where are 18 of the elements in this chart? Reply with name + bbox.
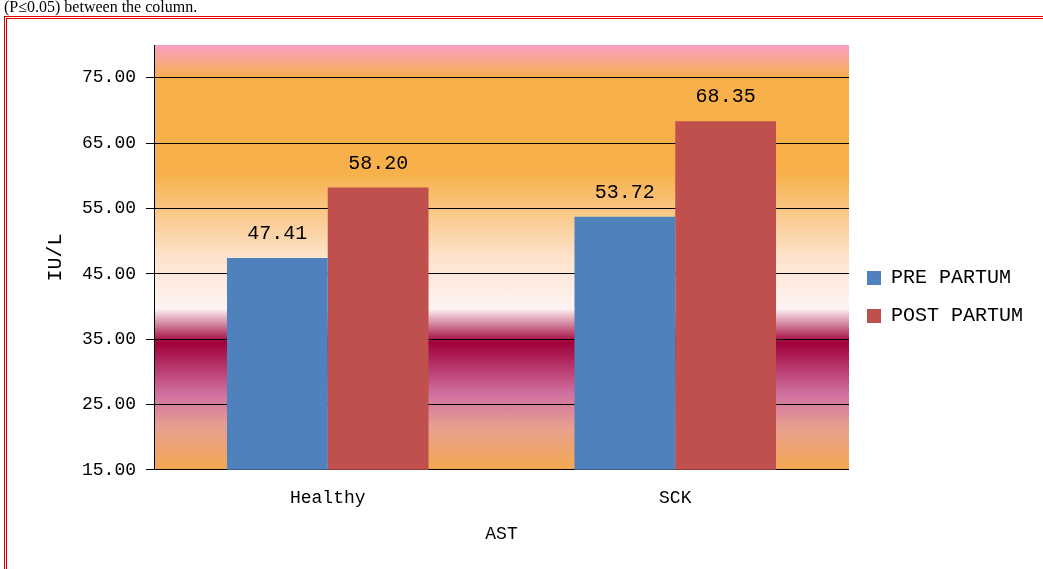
data-label: 47.41 [247,222,308,246]
x-tick-label: SCK [659,488,692,509]
data-label: 58.20 [348,151,409,175]
y-tick-label: 25.00 [81,394,137,415]
y-tick-label: 45.00 [81,263,137,284]
x-tick-label: Healthy [289,488,366,509]
y-tick-label: 65.00 [81,132,137,153]
text: (P≤0.05) between the column. [4,0,198,16]
data-label: 53.72 [594,181,655,205]
data-label: 68.35 [695,85,756,109]
y-tick-label: 75.00 [81,67,137,88]
y-axis-title: IU/L [44,233,68,282]
legend-label: PRE PARTUM [890,266,1012,290]
y-tick-label: 35.00 [81,328,137,349]
y-tick-label: 15.00 [81,459,137,480]
x-axis-title: AST [485,523,518,544]
legend-label: POST PARTUM [890,304,1024,328]
y-tick-label: 55.00 [81,198,137,219]
